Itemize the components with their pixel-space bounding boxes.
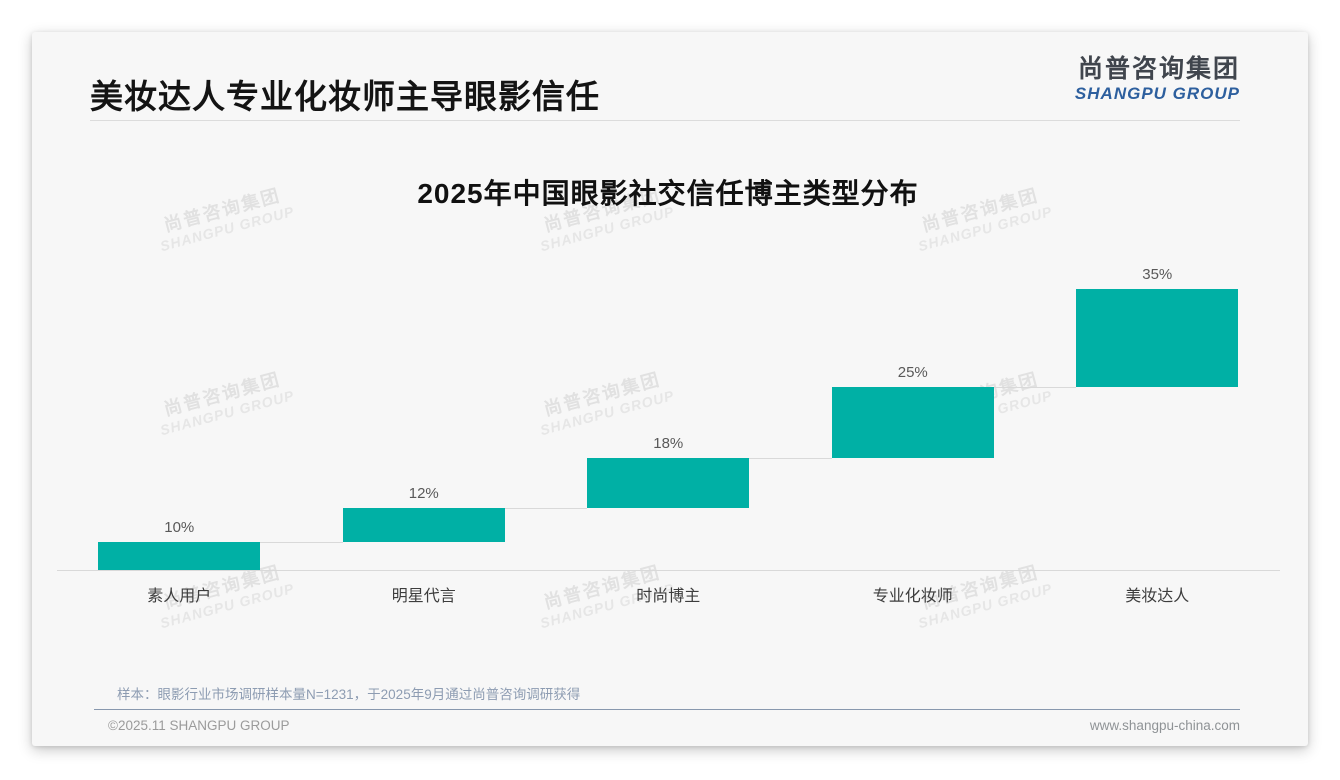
- category-label-明星代言: 明星代言: [391, 588, 456, 605]
- chart-bar-素人用户: [98, 541, 261, 570]
- category-label-专业化妆师: 专业化妆师: [872, 588, 953, 605]
- header-divider: [90, 120, 1240, 121]
- category-label-时尚博主: 时尚博主: [636, 588, 701, 605]
- logo-chinese-text: 尚普咨询集团: [1077, 55, 1240, 83]
- value-label-时尚博主: 18%: [653, 434, 684, 452]
- step-connector-line: [749, 457, 832, 459]
- page-title: 美妆达人专业化妆师主导眼影信任: [90, 78, 600, 115]
- chart-bar-专业化妆师: [831, 387, 994, 458]
- company-logo: 尚普咨询集团 SHANGPU GROUP: [1074, 55, 1240, 103]
- chart-bar-美妆达人: [1076, 289, 1239, 388]
- step-connector-line: [504, 508, 588, 510]
- value-label-明星代言: 12%: [408, 485, 439, 503]
- waterfall-chart: 10% 素人用户 12% 明星代言 18% 时尚博主 25% 专业化妆师 35% 美妆达人: [32, 32, 1308, 746]
- value-label-素人用户: 10%: [164, 518, 195, 536]
- chart-title: 2025年中国眼影社交信任博主类型分布: [417, 178, 919, 209]
- sample-note: 样本：眼影行业市场调研样本量N=1231，于2025年9月通过尚普咨询调研获得: [117, 687, 581, 702]
- logo-english-text: SHANGPU GROUP: [1074, 83, 1240, 103]
- step-connector-line: [260, 541, 343, 543]
- value-label-美妆达人: 35%: [1142, 266, 1173, 283]
- chart-bar-时尚博主: [587, 457, 750, 509]
- x-axis-line: [57, 570, 1280, 571]
- website-text: www.shangpu-china.com: [1089, 718, 1240, 733]
- copyright-text: ©2025.11 SHANGPU GROUP: [108, 718, 290, 733]
- value-label-专业化妆师: 25%: [897, 364, 928, 382]
- step-connector-line: [993, 387, 1077, 389]
- chart-bar-明星代言: [342, 508, 505, 542]
- category-label-素人用户: 素人用户: [147, 588, 212, 605]
- category-label-美妆达人: 美妆达人: [1125, 588, 1190, 605]
- report-card: 美妆达人专业化妆师主导眼影信任 尚普咨询集团 SHANGPU GROUP 202…: [32, 32, 1308, 746]
- footer-divider: [94, 709, 1240, 710]
